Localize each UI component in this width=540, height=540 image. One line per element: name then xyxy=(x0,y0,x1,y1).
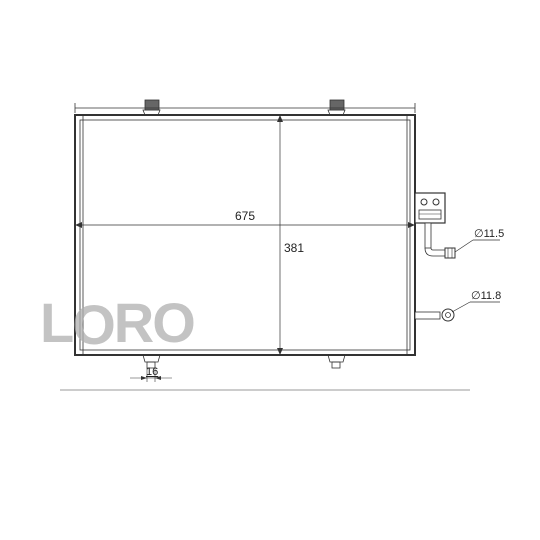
pipe-2 xyxy=(415,309,454,321)
thickness-label: 16 xyxy=(146,366,158,378)
svg-text:∅11.5: ∅11.5 xyxy=(474,228,504,240)
diameter-2-leader: ∅11.8 xyxy=(452,290,501,312)
diameter1-label: 11.5 xyxy=(484,228,505,240)
bottom-brackets xyxy=(143,355,345,368)
pipe-1 xyxy=(425,223,455,258)
thickness-dimension: 16 xyxy=(130,366,172,382)
port-block-top xyxy=(415,193,445,223)
diameter2-label: 11.8 xyxy=(481,290,502,302)
width-dimension: 675 xyxy=(75,209,415,228)
top-bracket-brackets xyxy=(143,100,345,115)
diameter-1-leader: ∅11.5 xyxy=(455,228,504,252)
svg-text:∅11.8: ∅11.8 xyxy=(471,290,501,302)
width-label: 675 xyxy=(235,209,255,223)
technical-drawing: 675 381 ∅11.5 ∅11. xyxy=(0,0,540,540)
condenser-body xyxy=(75,115,415,355)
height-label: 381 xyxy=(284,241,304,255)
height-dimension: 381 xyxy=(277,115,304,355)
condenser-core xyxy=(80,120,410,350)
